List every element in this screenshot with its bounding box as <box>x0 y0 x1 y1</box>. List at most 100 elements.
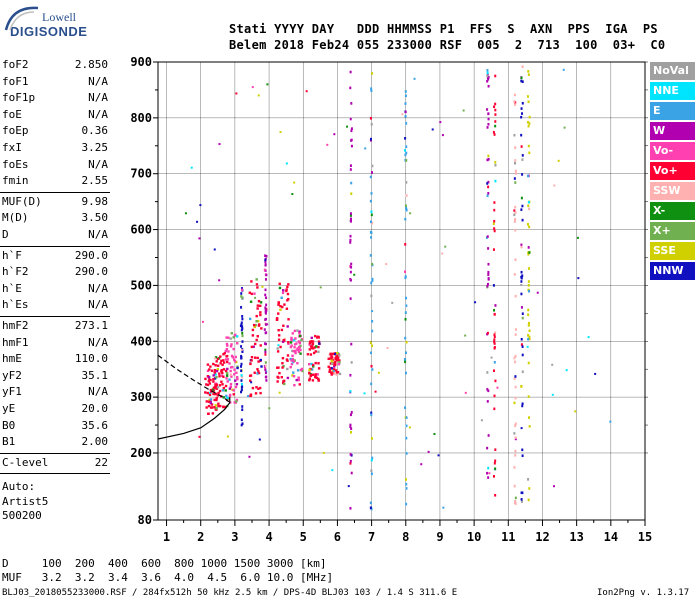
echo-mark <box>314 350 317 353</box>
echo-mark <box>190 166 193 169</box>
echo-mark <box>314 361 317 365</box>
echo-mark <box>371 310 374 313</box>
echo-mark <box>371 72 374 75</box>
echo-mark <box>370 89 373 92</box>
echo-mark <box>374 390 377 393</box>
echo-mark <box>513 432 516 435</box>
param-value: N/A <box>88 228 108 241</box>
echo-mark <box>528 225 531 229</box>
echo-mark <box>521 204 524 208</box>
echo-mark <box>312 365 315 368</box>
echo-mark <box>521 173 524 176</box>
echo-mark <box>317 345 320 349</box>
echo-mark <box>514 181 517 184</box>
echo-mark <box>248 455 251 458</box>
echo-mark <box>334 363 337 367</box>
echo-mark <box>225 336 228 339</box>
echo-mark <box>226 367 229 371</box>
echo-mark <box>328 353 332 357</box>
echo-mark <box>285 307 289 310</box>
param-row: foEs N/A <box>2 158 108 172</box>
echo-mark <box>486 371 489 374</box>
echo-mark <box>309 353 313 356</box>
echo-mark <box>233 368 236 371</box>
echo-mark <box>222 375 225 378</box>
param-value: 3.25 <box>81 141 109 154</box>
params-separator <box>0 245 110 247</box>
echo-mark <box>514 422 517 426</box>
echo-mark <box>251 386 255 390</box>
echo-mark <box>521 112 524 115</box>
echo-mark <box>264 361 267 364</box>
echo-mark <box>308 371 311 375</box>
echo-mark <box>258 372 261 375</box>
echo-mark <box>209 365 212 368</box>
echo-mark <box>218 372 221 375</box>
echo-mark <box>427 450 430 453</box>
echo-mark <box>252 345 255 348</box>
echo-mark <box>528 207 531 211</box>
echo-mark <box>225 394 228 398</box>
echo-mark <box>299 368 303 372</box>
echo-mark <box>221 363 224 366</box>
echo-mark <box>328 368 332 371</box>
echo-mark <box>486 400 489 403</box>
echo-mark <box>220 359 223 363</box>
param-row: yE 20.0 <box>2 402 108 416</box>
echo-mark <box>492 284 495 287</box>
echo-mark <box>552 485 555 488</box>
echo-mark <box>527 100 530 104</box>
echo-mark <box>369 199 372 203</box>
echo-mark <box>317 367 321 370</box>
echo-mark <box>259 301 263 304</box>
echo-mark <box>514 424 517 427</box>
echo-mark <box>225 374 229 377</box>
echo-mark <box>493 346 496 349</box>
echo-mark <box>364 147 367 150</box>
echo-mark <box>520 343 523 346</box>
echo-mark <box>210 403 214 406</box>
echo-mark <box>377 371 380 374</box>
echo-mark <box>369 351 372 355</box>
header-line-1: Stati YYYY DAY DDD HHMMSS P1 FFS S AXN P… <box>229 22 658 36</box>
echo-mark <box>264 258 267 262</box>
echo-mark <box>265 379 268 382</box>
echo-mark <box>215 383 218 386</box>
echo-mark <box>369 341 372 345</box>
echo-mark <box>250 359 253 362</box>
echo-mark <box>278 371 281 375</box>
echo-mark <box>286 292 290 296</box>
echo-mark <box>513 100 516 103</box>
echo-mark <box>409 212 412 215</box>
y-tick-label: 600 <box>130 223 152 237</box>
echo-mark <box>298 332 301 335</box>
echo-mark <box>349 459 352 463</box>
echo-mark <box>308 377 312 381</box>
echo-mark <box>212 380 215 383</box>
echo-mark <box>233 334 237 337</box>
echo-mark <box>222 405 225 408</box>
echo-mark <box>405 181 408 184</box>
echo-mark <box>487 122 490 126</box>
echo-mark <box>294 351 297 355</box>
echo-mark <box>241 385 244 388</box>
echo-mark <box>493 369 496 373</box>
echo-mark <box>520 337 523 341</box>
echo-mark <box>249 393 253 396</box>
echo-mark <box>299 348 302 352</box>
echo-mark <box>333 133 336 136</box>
echo-mark <box>285 288 288 291</box>
echo-mark <box>527 251 530 254</box>
echo-mark <box>240 345 243 348</box>
y-tick-label: 400 <box>130 334 152 348</box>
echo-mark <box>289 357 292 361</box>
param-row: B1 2.00 <box>2 435 108 449</box>
echo-mark <box>514 333 517 336</box>
profile-trace <box>157 397 231 440</box>
echo-mark <box>250 292 253 296</box>
echo-mark <box>300 338 303 342</box>
echo-mark <box>527 267 530 270</box>
echo-mark <box>527 308 530 312</box>
echo-mark <box>370 281 373 285</box>
echo-mark <box>513 220 516 223</box>
